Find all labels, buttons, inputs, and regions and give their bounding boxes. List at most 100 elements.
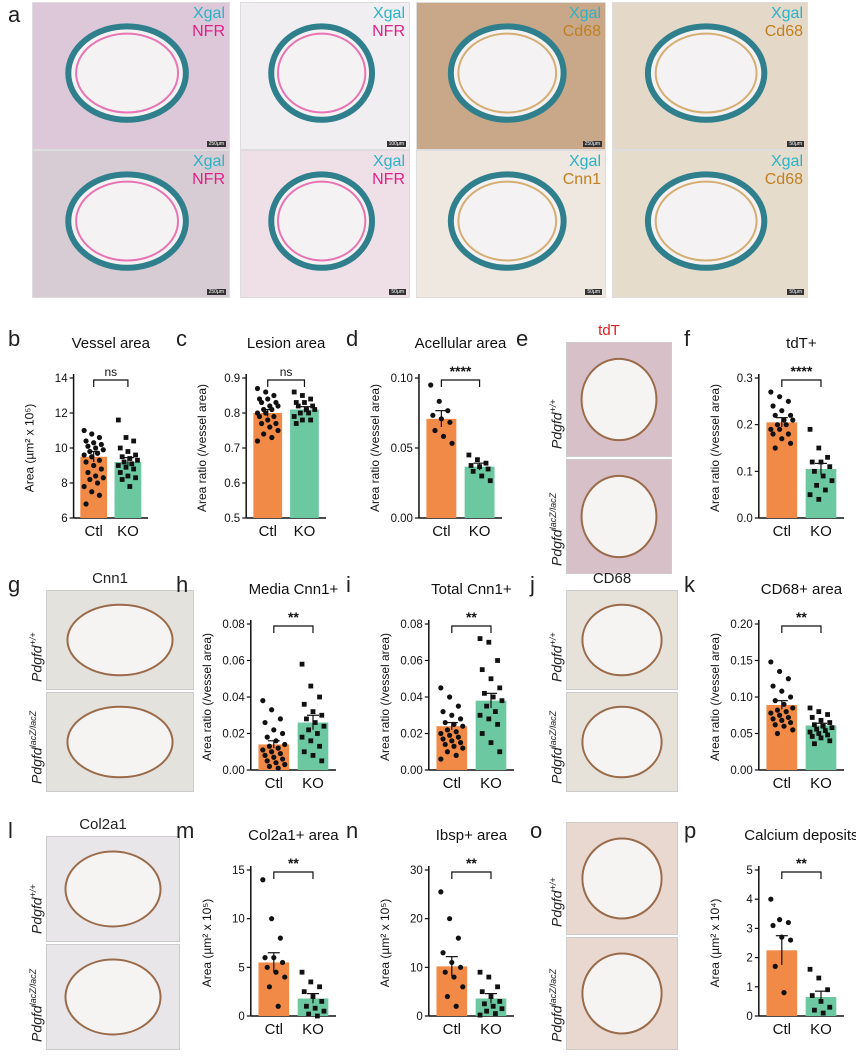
significance-bracket xyxy=(451,871,492,879)
y-tick-label: 0.0 xyxy=(737,513,753,525)
data-point xyxy=(89,431,95,437)
category-label: Ctl xyxy=(773,523,791,540)
vessel-wall xyxy=(581,952,663,1035)
data-point xyxy=(445,408,451,414)
data-point xyxy=(308,738,314,744)
data-point xyxy=(497,999,503,1004)
histology-title-e: tdT xyxy=(598,322,620,339)
scale-bar-label: 50μm xyxy=(787,141,804,147)
data-point xyxy=(785,919,791,926)
vessel-wall xyxy=(268,23,376,123)
data-point xyxy=(271,754,277,760)
data-point xyxy=(487,478,493,484)
data-point xyxy=(807,729,813,735)
data-point xyxy=(254,438,261,444)
panel-label-m: m xyxy=(176,818,195,843)
data-point xyxy=(444,749,451,755)
y-tick-label: 0.5 xyxy=(224,513,240,525)
data-point xyxy=(468,463,474,468)
data-point xyxy=(482,690,487,696)
data-point xyxy=(774,422,781,428)
histology-title-l: Col2a1 xyxy=(79,816,127,833)
chart-f: tdT+ Area ratio (/vessel area) 0.0 0.1 0.2 0.… xyxy=(708,335,844,540)
panel-label-b: b xyxy=(8,326,21,351)
data-point xyxy=(317,984,322,990)
micrograph-1: Xgal NFR 250μm xyxy=(32,2,230,150)
panel-label-i: i xyxy=(346,572,351,597)
category-label: Ctl xyxy=(265,775,283,792)
data-point xyxy=(89,454,95,460)
data-point xyxy=(273,760,279,766)
data-point xyxy=(495,721,500,727)
y-tick-label: 3 xyxy=(746,923,752,935)
y-tick-label: 5 xyxy=(746,865,752,877)
data-point xyxy=(260,698,266,704)
y-tick-label: 0.02 xyxy=(222,729,244,741)
stain-label-xgal: Xgal xyxy=(372,153,405,170)
data-point xyxy=(822,728,828,733)
data-point xyxy=(96,492,103,498)
data-point xyxy=(260,877,266,883)
data-point xyxy=(486,974,492,980)
data-point xyxy=(267,424,273,430)
data-point xyxy=(123,435,129,440)
significance-label: ** xyxy=(466,855,477,871)
data-point xyxy=(779,436,785,442)
micrograph-5: Xgal NFR 250μm xyxy=(32,150,230,298)
data-point xyxy=(301,749,307,755)
data-point xyxy=(277,750,283,757)
stain-label-secondary: Cd68 xyxy=(562,23,601,40)
data-point xyxy=(455,703,461,709)
data-point xyxy=(438,416,444,422)
data-point xyxy=(291,389,297,395)
data-point xyxy=(310,403,316,409)
data-point xyxy=(438,889,444,895)
y-tick-label: 0.04 xyxy=(400,692,423,704)
data-point xyxy=(825,987,830,993)
y-tick-label: 10 xyxy=(232,914,245,926)
data-point xyxy=(779,408,785,414)
y-tick-label: 0.6 xyxy=(224,478,240,490)
data-point xyxy=(499,698,505,704)
data-point xyxy=(304,716,309,722)
y-tick-label: 10 xyxy=(410,962,423,974)
data-point xyxy=(302,400,307,405)
scale-bar-label: 250μm xyxy=(206,141,226,147)
data-point xyxy=(91,440,97,446)
data-point xyxy=(310,709,316,714)
data-point xyxy=(772,445,778,451)
histology-image-o-wt xyxy=(566,822,678,935)
y-tick-label: 0.05 xyxy=(391,443,413,455)
data-point xyxy=(266,984,273,990)
data-point xyxy=(451,721,457,727)
data-point xyxy=(816,445,822,451)
chart-title: Col2a1+ area xyxy=(248,827,339,844)
data-point xyxy=(820,723,826,729)
vessel-section-drawing xyxy=(644,171,768,271)
vessel-section-drawing xyxy=(580,474,658,559)
data-point xyxy=(121,459,127,465)
vessel-wall xyxy=(447,171,567,271)
data-point xyxy=(483,460,489,466)
vessel-wall xyxy=(65,23,189,123)
data-point xyxy=(790,417,796,423)
panel-label-e: e xyxy=(516,326,529,351)
data-point xyxy=(265,417,271,423)
data-point xyxy=(321,1008,327,1014)
data-point xyxy=(94,450,101,456)
data-point xyxy=(135,457,140,463)
micrograph-4: Xgal Cd68 50μm xyxy=(612,2,808,150)
y-tick-label: 0 xyxy=(416,1011,422,1023)
data-point xyxy=(264,758,270,764)
data-point xyxy=(264,734,270,740)
data-point xyxy=(127,484,133,489)
y-tick-label: 0.9 xyxy=(224,373,240,385)
data-point xyxy=(772,698,778,704)
data-point xyxy=(131,438,137,444)
data-point xyxy=(453,752,459,758)
y-tick-label: 0.00 xyxy=(222,765,244,777)
data-point xyxy=(319,999,325,1004)
stain-label-xgal: Xgal xyxy=(372,5,405,22)
chart-d: Acellular area Area ratio (/vessel area) 0… xyxy=(368,335,507,540)
data-point xyxy=(818,999,824,1004)
